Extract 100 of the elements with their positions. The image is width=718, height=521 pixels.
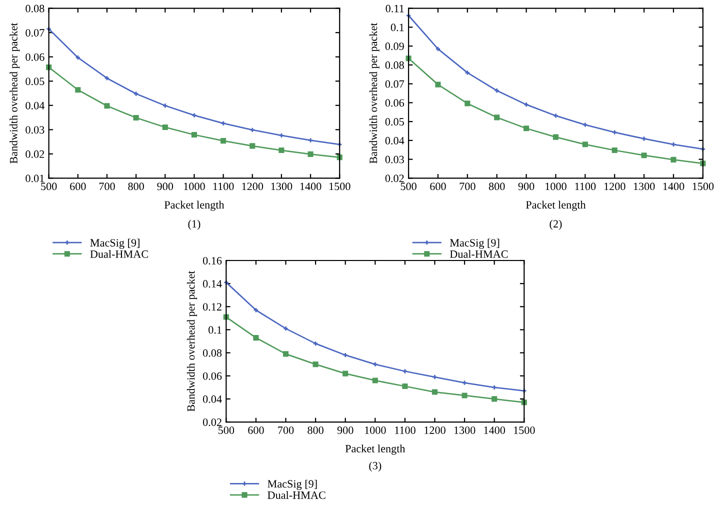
y-tick-label: 0.05 [26,78,44,86]
x-tick-label: 1500 [692,182,714,190]
legend-label: Dual-HMAC [450,250,508,258]
x-tick-label: 700 [99,182,115,190]
point [75,87,81,93]
y-tick-label: 0.1 [208,326,222,334]
y-tick-label: 0.08 [202,349,222,357]
x-tick-label: 600 [248,426,264,434]
point [552,134,559,140]
y-tick-label: 0.01 [26,174,44,182]
point [435,82,441,88]
x-tick-label: 600 [70,182,86,190]
x-axis-title: Packet length [164,200,224,211]
y-axis-title: Bandwidth overhead per packet [369,22,380,164]
legend-label: Dual-HMAC [268,491,326,499]
text: (2) [550,220,562,230]
x-tick-label: 1200 [604,182,626,190]
x-tick-label: 1100 [575,182,596,190]
x-tick-label: 800 [488,182,505,190]
legend-label: MacSig [9] [90,238,140,249]
y-tick-label: 0.04 [202,395,222,403]
y-tick-label: 0.09 [385,42,404,50]
point [191,132,197,138]
point [312,362,318,368]
point [492,396,498,402]
point [641,152,647,158]
y-tick-label: 0.05 [385,118,404,126]
y-tick-label: 0.02 [385,174,404,182]
point [524,126,530,132]
point [372,378,378,384]
x-tick-label: 1300 [634,182,655,190]
point [462,392,468,398]
y-tick-label: 0.08 [26,4,44,12]
y-tick-label: 0.12 [202,303,222,311]
x-tick-label: 1000 [365,426,386,434]
legend-label: MacSig [9] [268,480,317,490]
point [282,351,289,357]
x-tick-label: 1400 [663,182,684,190]
x-tick-label: 500 [218,426,234,434]
point [612,147,618,154]
y-tick-label: 0.16 [202,256,222,265]
point [162,124,168,130]
x-tick-label: 1400 [484,426,506,434]
x-tick-label: 1500 [329,182,350,190]
y-tick-label: 0.02 [202,418,222,426]
y-axis-title: Bandwidth overhead per packet [10,22,20,164]
point [220,138,226,144]
y-tick-label: 0.14 [202,280,222,288]
x-tick-label: 500 [41,182,57,190]
y-tick-label: 0.04 [26,102,44,110]
text: (1) [188,220,200,230]
x-tick-label: 1200 [242,182,264,190]
x-tick-label: 700 [460,182,476,190]
x-axis-title: Packet length [345,444,406,455]
x-tick-label: 500 [400,182,416,190]
y-tick-label: 0.06 [26,53,44,61]
x-tick-label: 1500 [514,426,535,434]
point [582,142,588,148]
x-axis-title: Packet length [526,200,586,211]
point [402,383,408,390]
point [464,100,470,106]
legend-label: MacSig [9] [450,238,500,249]
y-tick-label: 0.06 [202,372,222,380]
point [104,103,110,109]
x-tick-label: 1000 [184,182,205,190]
point [308,151,314,157]
point [253,335,259,341]
x-tick-label: 1100 [213,182,234,190]
x-tick-label: 600 [430,182,446,190]
x-tick-label: 800 [128,182,144,190]
y-tick-label: 0.04 [385,136,404,144]
x-tick-label: 900 [157,182,174,190]
x-tick-label: 1300 [454,426,476,434]
y-tick-label: 0.07 [26,29,44,37]
y-tick-label: 0.08 [385,61,404,69]
x-tick-label: 900 [518,182,534,190]
point [342,370,348,376]
point [250,143,256,149]
x-tick-label: 1100 [395,426,416,434]
y-tick-label: 0.03 [385,156,404,164]
text: (3) [369,462,382,472]
x-tick-label: 800 [308,426,324,434]
point [494,114,500,120]
point [278,148,284,154]
y-tick-label: 0.1 [390,24,404,32]
x-tick-label: 1200 [424,426,446,434]
point [133,114,139,121]
y-tick-label: 0.11 [386,4,404,12]
y-tick-label: 0.06 [385,99,404,107]
x-tick-label: 1300 [271,182,292,190]
y-tick-label: 0.03 [26,126,44,134]
x-tick-label: 1400 [300,182,322,190]
x-tick-label: 900 [337,426,354,434]
x-tick-label: 1000 [546,182,566,190]
legend-label: Dual-HMAC [90,250,148,258]
x-tick-label: 700 [278,426,294,434]
point [432,389,438,395]
y-tick-label: 0.07 [385,80,404,88]
y-tick-label: 0.02 [26,150,44,158]
y-axis-title: Bandwidth overhead per packet [186,270,198,412]
